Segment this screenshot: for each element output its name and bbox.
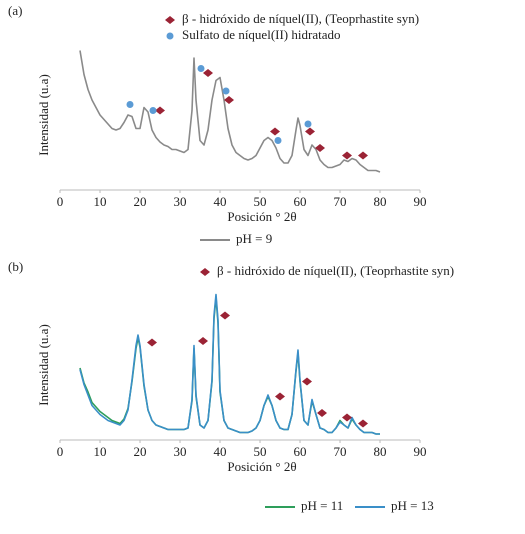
phase-marker — [358, 419, 368, 428]
x-tick-label: 80 — [374, 194, 387, 209]
x-tick-label: 30 — [174, 194, 187, 209]
x-tick-label: 10 — [94, 444, 107, 459]
series-line — [79, 293, 380, 435]
phase-marker — [305, 127, 315, 136]
x-tick-label: 70 — [334, 444, 347, 459]
x-tick-label: 0 — [57, 194, 64, 209]
phase-marker — [274, 137, 282, 144]
x-tick-label: 20 — [134, 444, 147, 459]
legend-label: β - hidróxido de níquel(II), (Teoprhasti… — [182, 11, 419, 26]
phase-marker — [304, 120, 312, 128]
x-tick-label: 70 — [334, 194, 347, 209]
phase-marker — [358, 151, 368, 160]
legend-label: pH = 13 — [391, 498, 434, 513]
x-tick-label: 40 — [214, 194, 227, 209]
x-tick-label: 50 — [254, 444, 267, 459]
panel-label: (b) — [8, 259, 23, 274]
series-line — [79, 50, 381, 173]
phase-marker — [220, 311, 230, 320]
x-tick-label: 10 — [94, 194, 107, 209]
legend-label: pH = 9 — [236, 231, 272, 246]
y-axis-label: Intensidad (u.a) — [36, 74, 51, 156]
x-tick-label: 50 — [254, 194, 267, 209]
x-tick-label: 20 — [134, 194, 147, 209]
phase-marker — [275, 392, 285, 401]
x-tick-label: 90 — [414, 194, 427, 209]
y-axis-label: Intensidad (u.a) — [36, 324, 51, 406]
phase-marker — [155, 106, 165, 115]
legend-label: Sulfato de níquel(II) hidratado — [182, 27, 340, 42]
x-axis-label: Posición ° 2θ — [227, 459, 296, 474]
phase-marker — [315, 144, 325, 152]
phase-marker — [197, 65, 205, 72]
legend-marker — [165, 16, 175, 24]
x-axis-label: Posición ° 2θ — [227, 209, 296, 224]
series-line — [79, 296, 380, 435]
panel-label: (a) — [8, 3, 22, 18]
phase-marker — [198, 337, 208, 345]
phase-marker — [302, 377, 312, 386]
legend-marker — [166, 32, 174, 40]
x-tick-label: 60 — [294, 194, 307, 209]
phase-marker — [147, 338, 157, 347]
x-tick-label: 80 — [374, 444, 387, 459]
phase-marker — [222, 87, 230, 95]
legend-label: pH = 11 — [301, 498, 343, 513]
x-tick-label: 30 — [174, 444, 187, 459]
phase-marker — [126, 101, 134, 108]
legend-marker — [200, 268, 210, 276]
phase-marker — [203, 69, 213, 77]
phase-marker — [224, 96, 234, 104]
x-tick-label: 90 — [414, 444, 427, 459]
x-tick-label: 0 — [57, 444, 64, 459]
phase-marker — [317, 409, 327, 417]
phase-marker — [342, 413, 352, 422]
legend-label: β - hidróxido de níquel(II), (Teoprhasti… — [217, 263, 454, 278]
phase-marker — [149, 107, 157, 114]
phase-marker — [342, 151, 352, 160]
x-tick-label: 60 — [294, 444, 307, 459]
x-tick-label: 40 — [214, 444, 227, 459]
phase-marker — [270, 127, 280, 136]
